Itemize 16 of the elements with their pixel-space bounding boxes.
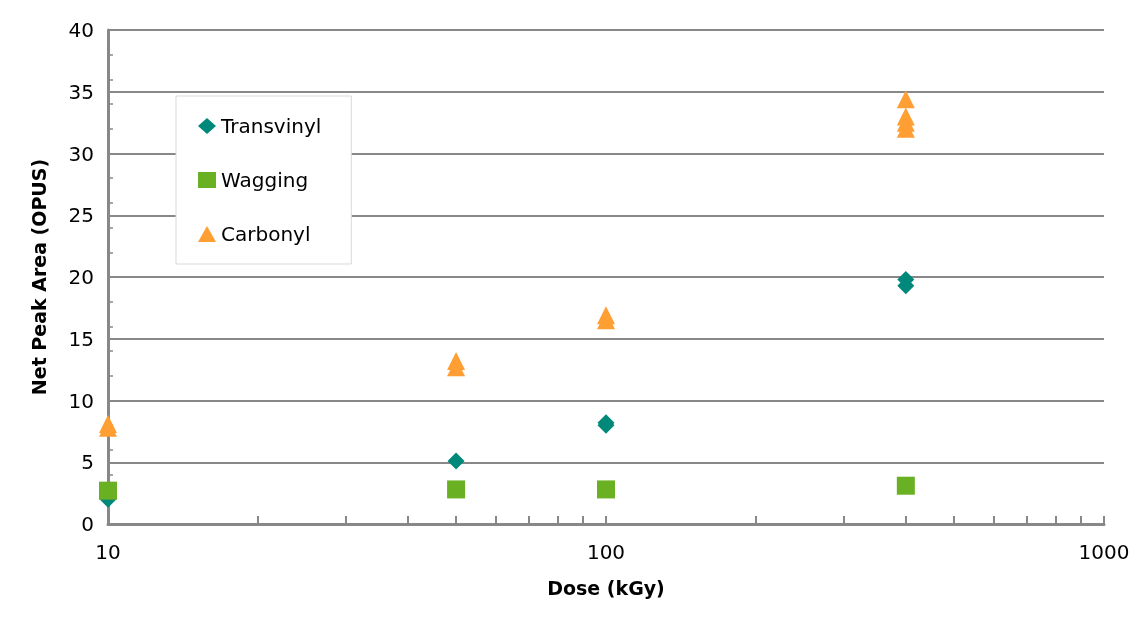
y-tick-label: 15: [68, 326, 94, 351]
x-tick-label: 1000: [1078, 540, 1130, 564]
y-tick-label: 10: [68, 388, 94, 413]
y-tick-label: 30: [68, 141, 94, 166]
x-tick-label: 100: [586, 540, 626, 564]
y-tick-label: 40: [68, 18, 94, 42]
y-tick-label: 0: [81, 512, 94, 536]
legend-label: Carbonyl: [221, 222, 311, 246]
legend-label: Wagging: [221, 168, 309, 192]
y-tick-label: 20: [68, 265, 94, 289]
legend-label: Transvinyl: [220, 114, 322, 138]
y-tick-label: 5: [81, 450, 94, 475]
y-tick-label: 25: [68, 203, 94, 228]
y-axis-title: Net Peak Area (OPUS): [27, 158, 50, 396]
x-axis-title: Dose (kGy): [547, 576, 665, 599]
y-tick-label: 35: [68, 79, 94, 104]
